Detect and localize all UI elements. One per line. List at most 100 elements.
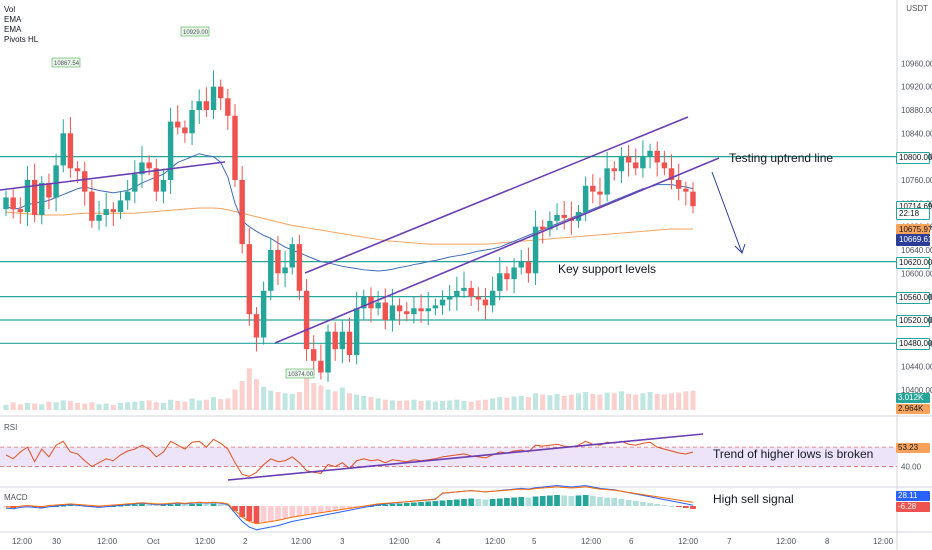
candle — [361, 296, 367, 309]
macd-hist-bar — [482, 499, 489, 506]
macd-hist-bar — [668, 506, 675, 507]
time-tick-label: 12:00 — [485, 537, 506, 546]
candle — [31, 179, 38, 215]
pivot-high-label: 10867.54 — [54, 61, 80, 67]
volume-bar — [32, 403, 38, 410]
time-tick-label: 12:00 — [291, 537, 312, 546]
macd-hist-bar — [325, 506, 331, 512]
volume-bar — [110, 404, 116, 410]
macd-hist-bar — [318, 506, 324, 513]
time-tick-label: 3 — [340, 537, 345, 546]
volume-bar — [676, 392, 682, 410]
price-tick-label: 10760.00 — [901, 176, 932, 185]
volume-bar — [404, 400, 410, 410]
macd-hist-bar — [589, 496, 596, 506]
candle — [547, 220, 553, 230]
volume-bar — [182, 401, 188, 410]
candle — [389, 305, 396, 320]
time-tick-label: 12:00 — [97, 537, 118, 546]
volume-bar — [211, 397, 217, 410]
macd-hist-bar — [654, 504, 661, 506]
candle — [110, 209, 117, 213]
macd-hist-bar — [153, 505, 160, 506]
time-tick-label: 2 — [243, 537, 248, 546]
candle — [89, 191, 95, 221]
macd-hist-bar — [625, 500, 632, 506]
time-tick-label: 5 — [532, 537, 537, 546]
annotation-testing-uptrend: Testing uptrend line — [729, 151, 834, 165]
candle — [24, 179, 31, 213]
macd-hist-bar — [182, 504, 188, 506]
macd-hist-bar — [611, 498, 618, 506]
macd-hist-bar — [604, 497, 610, 506]
time-tick-label: 8 — [825, 537, 830, 546]
volume-bar — [189, 398, 195, 410]
macd-hist-bar — [346, 506, 353, 509]
indicator-label-ema-2[interactable]: EMA — [4, 25, 22, 34]
volume-bar — [690, 390, 696, 410]
candle — [561, 214, 567, 218]
candle — [382, 302, 389, 320]
candle — [418, 308, 424, 312]
volume-bar — [203, 399, 209, 410]
volume-bar — [246, 368, 252, 410]
volume-bar — [647, 392, 653, 410]
macd-hist-bar — [640, 502, 646, 506]
candle — [303, 290, 310, 350]
price-tag: 10560.00 — [896, 291, 932, 304]
volume-bar — [3, 404, 9, 410]
volume-bar — [411, 399, 417, 410]
candle — [124, 191, 131, 201]
volume-bar — [568, 394, 574, 410]
volume-bar — [225, 398, 231, 410]
uptrend-line-lower — [274, 157, 720, 344]
candle — [203, 101, 210, 110]
candle — [275, 249, 281, 274]
volume-bar — [253, 379, 259, 410]
price-tick-label: 10640.00 — [901, 246, 932, 255]
volume-bar — [232, 389, 238, 410]
volume-bar — [325, 389, 331, 410]
price-tick-label: 10880.00 — [901, 106, 932, 115]
volume-bar — [461, 401, 467, 410]
volume-bar — [547, 395, 553, 410]
candle — [339, 331, 346, 350]
candle — [446, 296, 453, 300]
candle — [175, 121, 181, 128]
annotation-key-support: Key support levels — [558, 262, 657, 276]
macd-hist-bar — [289, 506, 296, 517]
volume-bar — [53, 402, 59, 410]
candle — [60, 133, 66, 166]
candle — [425, 308, 431, 312]
macd-hist-bar — [439, 500, 446, 506]
indicator-label-ema-1[interactable]: EMA — [4, 15, 22, 24]
time-tick-label: 12:00 — [776, 537, 797, 546]
pivot-low-label: 10374.00 — [288, 372, 314, 378]
volume-bar — [125, 402, 131, 410]
candle — [675, 179, 682, 189]
macd-tag: -6.28 — [896, 502, 930, 512]
macd-signal-line — [5, 486, 694, 525]
candle — [146, 162, 152, 169]
indicator-label-pivots[interactable]: Pivots HL — [4, 35, 39, 44]
volume-bar — [132, 401, 138, 410]
volume-bar — [604, 392, 610, 410]
price-tick-label: 10600.00 — [901, 269, 932, 278]
candle — [81, 171, 88, 192]
candle — [39, 182, 45, 215]
candle — [633, 162, 639, 169]
time-tick-label: Oct — [147, 537, 160, 546]
time-tick-label: 12:00 — [678, 537, 699, 546]
volume-bar — [304, 374, 310, 410]
price-tag: 10669.61 — [896, 233, 932, 246]
macd-hist-bar — [425, 501, 432, 506]
macd-hist-bar — [124, 505, 131, 506]
macd-hist-bar — [131, 504, 138, 506]
candle — [225, 98, 231, 116]
indicator-label-vol[interactable]: Vol — [4, 5, 16, 14]
volume-bar — [654, 393, 660, 410]
price-tag: 10620.00 — [896, 256, 932, 269]
candle — [611, 168, 618, 172]
